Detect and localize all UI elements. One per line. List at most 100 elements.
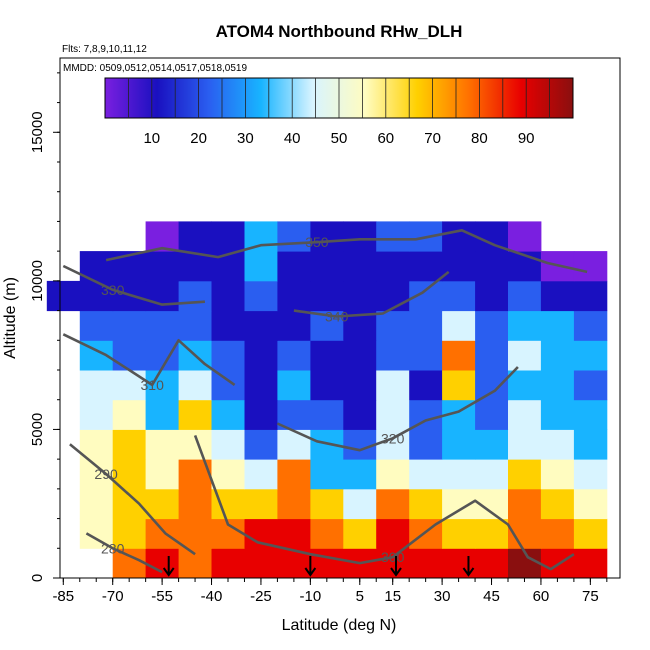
rh-cell [211, 429, 245, 460]
rh-cell [112, 340, 147, 371]
rh-cell [409, 459, 443, 490]
colorbar-tick-label: 30 [237, 130, 254, 147]
rh-cell [277, 518, 311, 549]
rh-cell [442, 459, 476, 490]
x-tick-label: 30 [434, 588, 451, 605]
rh-cell [540, 280, 575, 312]
rh-cell [573, 399, 608, 430]
rh-cell [376, 488, 410, 520]
rh-cell [244, 251, 278, 282]
rh-cell [244, 340, 278, 371]
colorbar-tick-label: 10 [143, 130, 160, 147]
rh-cell [409, 370, 443, 401]
colorbar-tick-label: 60 [377, 130, 394, 147]
theta-contour-label: 340 [325, 309, 349, 325]
rh-cell [211, 370, 245, 401]
rh-cell [508, 280, 542, 312]
y-tick-label: 0 [29, 574, 46, 582]
rh-cell [244, 370, 278, 401]
rh-cell [112, 518, 147, 549]
rh-cell [310, 518, 344, 549]
y-axis: 0 5000 10000 15000 [29, 72, 60, 582]
colorbar-tick-label: 40 [284, 130, 301, 147]
theta-contour-label: 350 [305, 234, 329, 250]
rh-cell [475, 429, 509, 460]
rh-cell [277, 251, 311, 282]
rh-cell [442, 221, 476, 252]
rh-cell [573, 340, 608, 371]
rh-cell [244, 429, 278, 460]
rh-cell [409, 488, 443, 520]
rh-cell [211, 310, 245, 341]
theta-contour-340 [293, 270, 450, 318]
theta-contour-label: 300 [381, 549, 405, 565]
colorbar-tick-label: 80 [471, 130, 488, 147]
rh-cell [211, 548, 245, 579]
x-tick-label: 15 [384, 588, 401, 605]
rh-cell [244, 221, 278, 252]
rh-cell [376, 548, 410, 579]
rh-cell [540, 459, 575, 490]
rh-cell [277, 310, 311, 341]
rh-cell [442, 310, 476, 341]
rh-cell [244, 310, 278, 341]
rh-cell [409, 429, 443, 460]
rh-cell [475, 310, 509, 341]
rh-cell [112, 310, 147, 341]
rh-cell [376, 251, 410, 282]
rh-cell [573, 459, 608, 490]
flight-arrow-head [462, 567, 475, 577]
rh-cell [376, 340, 410, 371]
rh-cell [178, 518, 212, 549]
rh-cell [310, 399, 344, 430]
rh-cell [310, 221, 344, 252]
colorbar-tick-label: 50 [331, 130, 348, 147]
chart-subtitle-dates: MMDD: 0509,0512,0514,0517,0518,0519 [63, 63, 247, 74]
y-tick-label: 5000 [29, 413, 46, 446]
theta-contour-290 [69, 443, 196, 556]
rh-cell [376, 459, 410, 490]
rh-cell [508, 370, 542, 401]
rh-cell [79, 518, 114, 549]
rh-cell [442, 280, 476, 312]
rh-cell [376, 221, 410, 252]
rh-cell [310, 459, 344, 490]
rh-cell [244, 280, 278, 312]
x-tick-label: 75 [582, 588, 599, 605]
rh-cell [475, 399, 509, 430]
rh-cell [343, 518, 377, 549]
rh-cell [211, 280, 245, 312]
rh-cell [310, 370, 344, 401]
colorbar-tick-label: 90 [518, 130, 535, 147]
rh-cell [442, 251, 476, 282]
theta-contour-310 [62, 333, 236, 387]
rh-cell [310, 280, 344, 312]
heatmap-layer [46, 221, 608, 579]
chart-subtitle-flights: Flts: 7,8,9,10,11,12 [62, 44, 147, 55]
rh-cell [46, 280, 81, 312]
rh-cell [475, 370, 509, 401]
rh-cell [573, 518, 608, 549]
x-tick-label: -25 [250, 588, 272, 605]
rh-cell [343, 221, 377, 252]
rh-cell [343, 280, 377, 312]
rh-cell [145, 488, 179, 520]
rh-cell [145, 280, 179, 312]
theta-contour-320 [276, 366, 519, 452]
rh-cell [573, 488, 608, 520]
rh-cell [409, 251, 443, 282]
rh-cell [178, 280, 212, 312]
y-tick-label: 10000 [29, 260, 46, 302]
rh-cell [310, 340, 344, 371]
rh-cell [376, 399, 410, 430]
rh-cell [409, 310, 443, 341]
rh-cell [573, 251, 608, 282]
rh-cell [244, 399, 278, 430]
rh-cell [540, 340, 575, 371]
rh-cell [475, 518, 509, 549]
x-tick-label: -55 [151, 588, 173, 605]
rh-cell [508, 399, 542, 430]
rh-cell [540, 488, 575, 520]
rh-cell [409, 548, 443, 579]
rh-cell [442, 518, 476, 549]
